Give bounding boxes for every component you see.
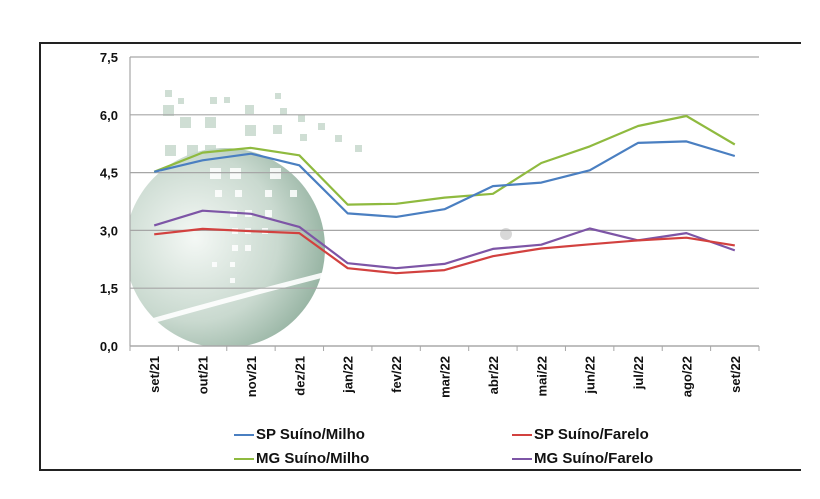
decor-square — [318, 123, 325, 130]
legend-item-sp-suino-milho: SP Suíno/Milho — [234, 426, 365, 443]
decor-square — [230, 278, 235, 283]
decor-square — [210, 97, 217, 104]
x-tick-label: dez/21 — [292, 356, 307, 396]
background-globe-decoration — [130, 90, 512, 346]
decor-square — [273, 125, 282, 134]
y-tick-label: 4,5 — [100, 166, 118, 181]
decor-square — [205, 117, 216, 128]
legend-item-mg-suino-milho: MG Suíno/Milho — [234, 450, 369, 467]
x-tick-label: jan/22 — [341, 356, 356, 394]
legend-item-mg-suino-farelo: MG Suíno/Farelo — [512, 450, 653, 467]
y-tick-label: 1,5 — [100, 281, 118, 296]
decor-square — [205, 145, 216, 156]
legend-label: SP Suíno/Farelo — [534, 426, 649, 443]
series-line-mg-su-no-milho — [153, 114, 736, 206]
legend-swatch — [234, 457, 254, 460]
decor-square — [187, 145, 198, 156]
y-tick-label: 3,0 — [100, 223, 118, 238]
globe-shape — [130, 148, 325, 346]
gridlines — [129, 56, 759, 347]
series-line-sp-su-no-farelo — [154, 227, 735, 275]
decor-square — [298, 115, 305, 122]
decor-square — [210, 168, 221, 179]
y-tick-label: 7,5 — [100, 50, 118, 65]
decor-square — [235, 190, 242, 197]
decor-square — [230, 262, 235, 267]
legend-label: SP Suíno/Milho — [256, 426, 365, 443]
legend-swatch — [512, 457, 532, 460]
legend-swatch — [512, 433, 532, 436]
decor-square — [270, 168, 281, 179]
x-tick-label: set/21 — [147, 356, 162, 393]
decor-square — [300, 134, 307, 141]
decor-square — [265, 210, 272, 217]
decor-square — [345, 160, 352, 167]
dot-shape — [500, 228, 512, 240]
decor-square — [230, 168, 241, 179]
x-tick-label: abr/22 — [486, 356, 501, 394]
x-tick-label: set/22 — [728, 356, 743, 393]
chart-frame — [39, 42, 801, 471]
legend-label: MG Suíno/Milho — [256, 450, 370, 467]
x-tick-label: jul/22 — [631, 356, 646, 390]
y-tick-label: 6,0 — [100, 108, 118, 123]
decor-square — [275, 93, 281, 99]
legend-swatch — [234, 433, 254, 436]
y-axis-ticks: 0,0 1,5 3,0 4,5 6,0 7,5 — [100, 50, 118, 354]
decor-square — [245, 245, 251, 251]
swoosh-shape — [130, 229, 506, 330]
x-tick-label: jun/22 — [583, 356, 598, 395]
x-tick-label: ago/22 — [679, 356, 694, 397]
x-tick-label: mai/22 — [534, 356, 549, 396]
decor-square — [290, 190, 297, 197]
decor-square — [245, 125, 256, 136]
x-tick-label: mar/22 — [438, 356, 453, 398]
legend-item-sp-suino-farelo: SP Suíno/Farelo — [512, 426, 649, 443]
decor-square — [265, 190, 272, 197]
x-tick-label: out/21 — [196, 356, 211, 394]
x-tick-label: nov/21 — [244, 356, 259, 397]
decor-square — [245, 105, 254, 114]
decor-square — [178, 98, 184, 104]
decor-square — [212, 262, 217, 267]
x-tick-label: fev/22 — [389, 356, 404, 393]
decor-square — [325, 165, 334, 174]
decor-square — [355, 145, 362, 152]
decor-square — [335, 135, 342, 142]
decor-square — [180, 117, 191, 128]
x-axis-ticks: set/21 out/21 nov/21 dez/21 jan/22 fev/22 mar/… — [129, 346, 760, 398]
decor-square — [280, 108, 287, 115]
decor-square — [165, 145, 176, 156]
legend-label: MG Suíno/Farelo — [534, 450, 654, 467]
decor-square — [232, 245, 238, 251]
decor-square — [215, 190, 222, 197]
series-line-sp-su-no-milho — [153, 140, 736, 218]
decor-square — [163, 105, 174, 116]
y-tick-label: 0,0 — [100, 339, 118, 354]
decor-square — [224, 97, 230, 103]
decor-square — [165, 90, 172, 97]
series-lines — [153, 114, 736, 275]
